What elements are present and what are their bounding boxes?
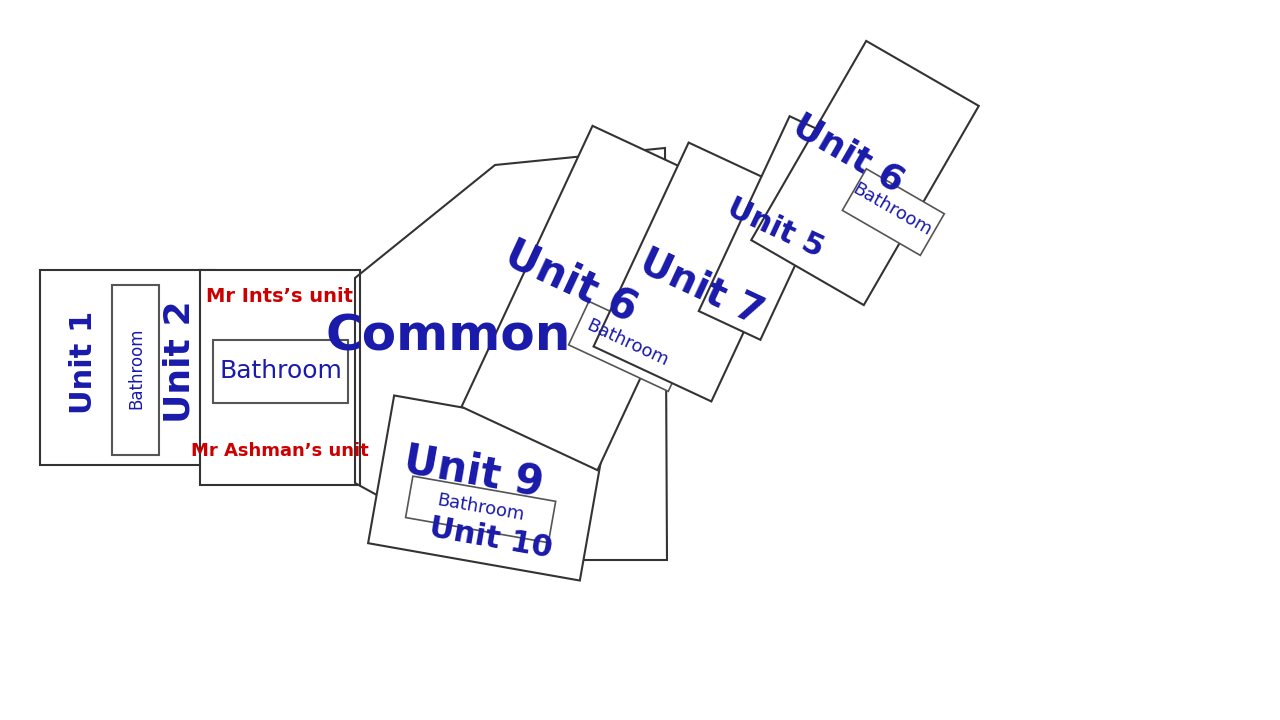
Text: Unit 6: Unit 6 [498,233,644,330]
Bar [212,340,348,403]
Text: Unit 2: Unit 2 [163,301,196,423]
Text: Unit 6: Unit 6 [787,109,910,199]
Bar [200,270,360,485]
Text: Unit 5: Unit 5 [722,193,828,263]
Text: Mr Ashman’s unit: Mr Ashman’s unit [191,442,369,460]
Bar [40,270,215,465]
Bar [113,285,159,455]
Polygon shape [462,126,728,470]
Polygon shape [369,395,605,580]
Text: Unit 9: Unit 9 [401,439,547,505]
Text: Bathroom: Bathroom [435,491,525,524]
Polygon shape [594,143,806,402]
Text: Bathroom: Bathroom [127,328,145,409]
Text: Mr Ints’s unit: Mr Ints’s unit [206,287,353,305]
Text: Unit 1: Unit 1 [69,310,97,413]
Polygon shape [751,41,979,305]
Polygon shape [568,302,689,392]
Text: Bathroom: Bathroom [849,179,934,239]
Polygon shape [406,476,556,543]
Text: Unit 10: Unit 10 [428,513,554,563]
Text: Bathroom: Bathroom [584,317,671,371]
Polygon shape [842,168,945,256]
Polygon shape [699,116,851,340]
Text: Bathroom: Bathroom [220,359,343,383]
Text: Unit 7: Unit 7 [634,243,769,333]
Text: Common: Common [325,312,571,360]
